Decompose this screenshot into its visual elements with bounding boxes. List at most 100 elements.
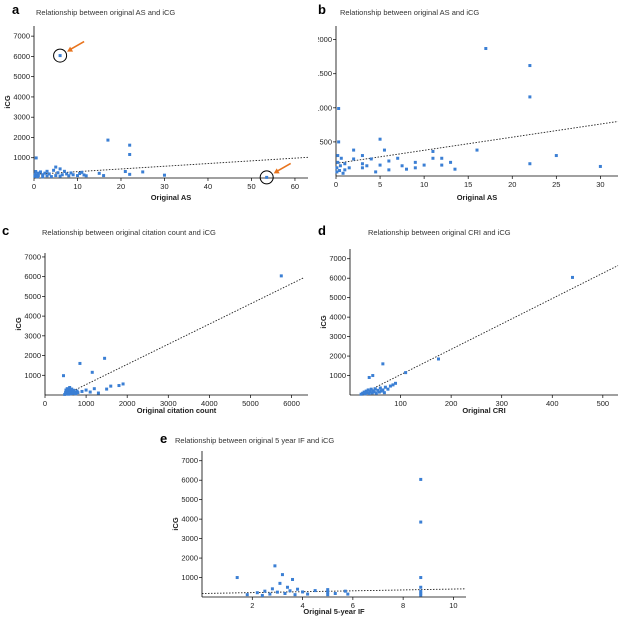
panel-a: a Relationship between original AS and i…	[0, 0, 320, 210]
x-tick-label: 8	[401, 601, 405, 610]
data-point	[367, 391, 371, 395]
y-tick-label: 3000	[13, 113, 30, 122]
data-point	[337, 107, 341, 110]
x-tick-label: 6000	[283, 399, 300, 408]
x-tick-label: 10	[420, 180, 428, 189]
data-point	[58, 54, 62, 58]
data-point	[326, 593, 330, 597]
data-point	[419, 591, 423, 595]
data-point	[75, 174, 79, 178]
data-point	[336, 160, 340, 164]
data-point	[60, 173, 64, 177]
highlight-circle	[53, 48, 68, 63]
data-point	[528, 64, 532, 68]
data-point	[359, 392, 363, 396]
data-point	[71, 391, 75, 395]
data-point	[47, 172, 51, 176]
data-point	[379, 389, 383, 393]
data-point	[419, 593, 423, 597]
data-point	[381, 388, 385, 392]
x-tick-label: 6	[351, 601, 355, 610]
x-axis-label: Original AS	[151, 193, 192, 202]
data-point	[128, 143, 132, 147]
y-tick-label: 6000	[181, 476, 198, 485]
x-tick-label: 60	[291, 182, 299, 191]
y-tick-label: 7000	[24, 252, 41, 261]
y-tick-label: 6000	[329, 274, 346, 283]
data-point	[265, 175, 269, 179]
data-point	[387, 159, 391, 163]
x-tick-label: 20	[117, 182, 125, 191]
data-point	[326, 590, 330, 594]
highlight-arrowhead	[273, 168, 280, 174]
data-point	[105, 387, 109, 391]
x-tick-label: 50	[247, 182, 255, 191]
data-point	[65, 172, 69, 176]
data-point	[41, 175, 45, 179]
y-tick-label: 3000	[24, 331, 41, 340]
data-point	[361, 391, 365, 395]
data-point	[383, 385, 387, 389]
data-point	[313, 589, 317, 593]
y-tick-label: 1500	[318, 69, 332, 78]
data-point	[570, 275, 574, 279]
data-point	[75, 389, 79, 393]
data-point	[301, 590, 305, 594]
data-point	[109, 384, 113, 388]
highlight-arrow	[69, 40, 85, 51]
data-point	[528, 95, 532, 99]
y-tick-label: 6000	[24, 272, 41, 281]
y-tick-label: 3000	[329, 332, 346, 341]
data-point	[288, 589, 292, 593]
highlight-arrow	[276, 162, 292, 173]
data-point	[78, 361, 82, 365]
data-point	[56, 171, 60, 175]
y-tick-label: 6000	[13, 52, 30, 61]
data-point	[80, 389, 84, 393]
data-point	[66, 392, 70, 396]
data-point	[279, 274, 283, 278]
x-tick-label: 1000	[78, 399, 95, 408]
data-point	[103, 356, 107, 360]
y-tick-label: 2000	[329, 352, 346, 361]
data-point	[78, 172, 82, 176]
data-point	[306, 592, 310, 596]
trend-line	[359, 265, 619, 396]
data-point	[117, 384, 121, 388]
panel-letter-e: e	[160, 431, 168, 446]
data-point	[360, 154, 364, 158]
y-tick-label: 2000	[181, 554, 198, 563]
data-point	[372, 390, 376, 394]
chart-title-e: Relationship between original 5 year IF …	[175, 436, 335, 445]
data-point	[34, 170, 38, 174]
chart-b: 051015202530500100015002000Original ASiC…	[318, 26, 619, 202]
y-tick-label: 2000	[24, 351, 41, 360]
data-point	[431, 156, 435, 160]
x-tick-label: 20	[508, 180, 516, 189]
data-point	[45, 169, 49, 173]
highlight-circle	[259, 170, 274, 185]
data-point	[346, 592, 350, 596]
data-point	[72, 388, 76, 392]
data-point	[374, 170, 378, 174]
data-point	[360, 166, 364, 170]
y-tick-label: 5000	[24, 292, 41, 301]
data-point	[128, 152, 132, 156]
x-tick-label: 4	[300, 601, 304, 610]
data-point	[65, 387, 69, 391]
data-point	[45, 174, 49, 178]
data-point	[371, 374, 375, 378]
data-point	[453, 167, 457, 171]
chart-e: 2 4 6 8 10 1000 2000 3000 4000 5000 6000 7000 Origin…	[171, 451, 467, 616]
data-point	[90, 370, 94, 374]
data-point	[235, 576, 239, 580]
data-point	[128, 172, 132, 176]
x-tick-label: 30	[160, 182, 168, 191]
data-point	[419, 585, 423, 589]
data-point	[341, 171, 345, 175]
data-point	[54, 174, 58, 178]
data-point	[352, 148, 356, 152]
data-point	[374, 391, 378, 395]
data-point	[484, 47, 488, 50]
data-point	[70, 387, 74, 391]
